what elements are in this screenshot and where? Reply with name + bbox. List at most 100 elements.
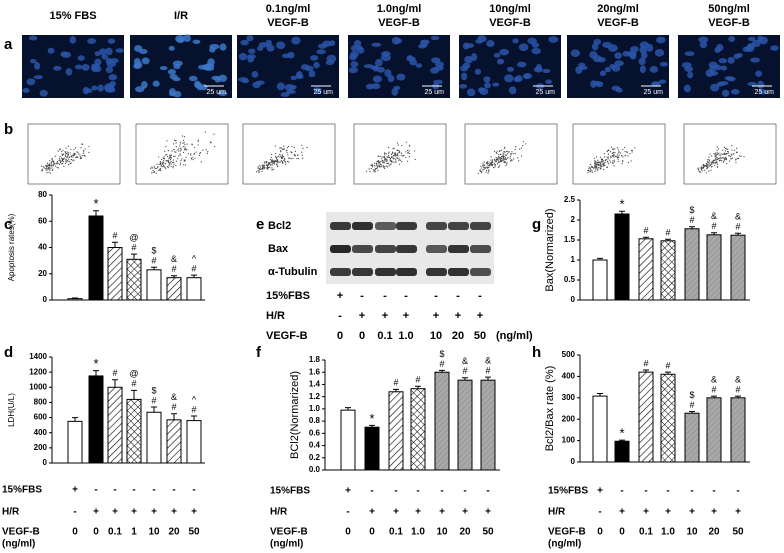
flow-dot xyxy=(164,163,166,165)
nucleus xyxy=(684,51,695,57)
panel-letter: a xyxy=(4,36,13,53)
nucleus xyxy=(109,58,119,64)
flow-dot xyxy=(157,166,159,168)
bar xyxy=(388,391,404,471)
nucleus xyxy=(683,84,691,93)
flow-dot xyxy=(179,153,181,155)
flow-dot xyxy=(736,147,738,149)
condition-value: 0.1 xyxy=(639,527,653,538)
flow-dot xyxy=(193,146,196,148)
flow-dot xyxy=(596,170,598,172)
flow-dot xyxy=(45,169,47,171)
y-tick-label: 0.0 xyxy=(309,465,321,474)
flow-dot xyxy=(602,165,604,167)
band xyxy=(426,268,447,276)
flow-dot xyxy=(390,153,392,156)
flow-dot xyxy=(374,168,376,170)
condition-value: - xyxy=(394,486,397,497)
nucleus xyxy=(257,45,264,51)
flow-dot xyxy=(183,160,185,162)
flow-dot xyxy=(607,158,609,160)
flow-dot xyxy=(167,167,169,169)
flow-dot xyxy=(70,155,72,157)
flow-dot xyxy=(301,151,303,153)
flow-dot xyxy=(714,152,717,154)
nucleus xyxy=(589,51,598,59)
flow-dot xyxy=(65,153,67,155)
scale-label: 25 um xyxy=(755,89,775,96)
nucleus xyxy=(22,88,30,93)
nucleus xyxy=(246,35,254,42)
flow-dot xyxy=(183,139,185,142)
flow-dot xyxy=(481,171,483,173)
flow-dot xyxy=(272,168,275,170)
flow-dot xyxy=(495,157,497,159)
nucleus xyxy=(548,36,559,43)
band xyxy=(470,222,491,230)
flow-dot xyxy=(292,157,294,160)
flow-dot xyxy=(594,164,596,167)
flow-dot xyxy=(65,161,68,163)
nucleus xyxy=(638,57,646,66)
condition-value: 0 xyxy=(345,527,351,538)
nucleus xyxy=(313,61,320,69)
flow-dot xyxy=(174,155,176,157)
nucleus xyxy=(515,75,523,82)
condition-value: + xyxy=(735,507,741,518)
y-tick-label: 1.2 xyxy=(309,392,321,401)
flow-dot xyxy=(161,158,163,161)
flow-dot xyxy=(403,154,405,157)
error-bar xyxy=(665,371,671,375)
nucleus xyxy=(430,67,440,74)
y-tick-label: 1.6 xyxy=(309,367,321,376)
flow-dot xyxy=(496,152,498,154)
flow-dot xyxy=(170,157,173,159)
flow-dot xyxy=(706,167,709,169)
nucleus xyxy=(575,66,583,74)
flow-dot xyxy=(701,168,703,170)
nucleus xyxy=(381,51,391,57)
flow-dot xyxy=(62,149,64,152)
flow-dot xyxy=(588,166,590,168)
flow-dot xyxy=(598,163,600,165)
nucleus xyxy=(74,64,83,70)
flow-dot xyxy=(179,154,181,156)
error-bar xyxy=(131,253,137,260)
flow-dot xyxy=(77,156,79,158)
flow-dot xyxy=(283,159,285,161)
flow-dot xyxy=(377,155,379,157)
flow-dot xyxy=(179,143,181,145)
flow-dot xyxy=(607,156,610,158)
nucleus xyxy=(639,46,648,54)
flow-dot xyxy=(80,147,82,149)
flow-dot xyxy=(373,170,375,172)
flow-dot xyxy=(61,153,63,155)
band xyxy=(396,245,417,253)
flow-dot xyxy=(66,159,68,162)
flow-dot xyxy=(54,155,56,157)
error-bar xyxy=(171,413,177,420)
flow-dot xyxy=(72,156,74,158)
flow-dot xyxy=(708,156,710,158)
y-tick-label: 1 xyxy=(571,255,576,264)
flow-dot xyxy=(499,153,502,155)
nucleus xyxy=(53,65,62,71)
flow-dot xyxy=(207,151,209,153)
flow-dot xyxy=(267,168,269,170)
flow-dot xyxy=(199,152,201,155)
flow-dot xyxy=(70,148,72,150)
flow-dot xyxy=(379,162,381,164)
flow-dot xyxy=(601,158,603,161)
flow-dot xyxy=(263,161,265,163)
flow-dot xyxy=(155,167,157,170)
flow-dot xyxy=(274,155,276,157)
error-bar xyxy=(131,389,137,400)
nucleus xyxy=(167,68,177,75)
flow-dot xyxy=(490,164,493,166)
flow-dot xyxy=(279,153,281,155)
bar xyxy=(614,213,630,301)
flow-dot xyxy=(486,162,488,164)
flow-dot xyxy=(382,161,385,163)
flow-dot xyxy=(285,163,287,165)
